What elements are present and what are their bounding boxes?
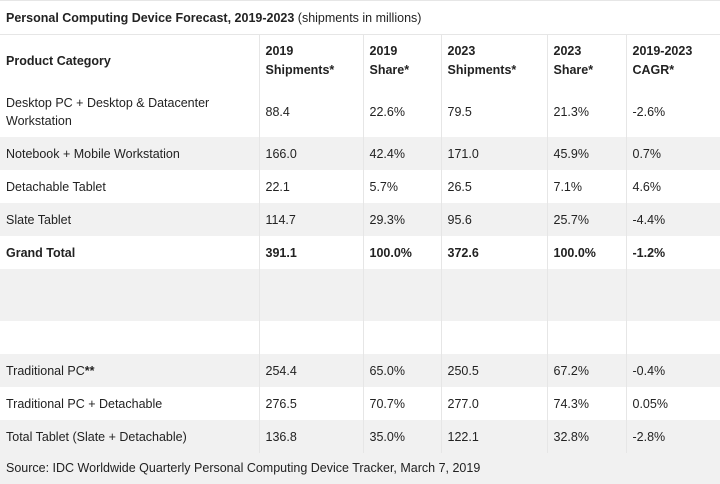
spacer-row bbox=[0, 269, 720, 321]
table-title: Personal Computing Device Forecast, 2019… bbox=[6, 11, 295, 25]
cell-2019-shipments: 114.7 bbox=[258, 203, 363, 236]
header-2023-shipments: 2023 Shipments* bbox=[440, 35, 547, 87]
cell-category: Notebook + Mobile Workstation bbox=[0, 137, 259, 170]
header-2023-share-line1: 2023 bbox=[553, 44, 582, 58]
cell-cagr: -2.8% bbox=[625, 420, 720, 453]
table-subtitle: (shipments in millions) bbox=[294, 11, 422, 25]
cell-2019-share: 35.0% bbox=[362, 420, 441, 453]
cell-cagr: -4.4% bbox=[625, 203, 720, 236]
header-2023-shipments-line2: Shipments* bbox=[447, 63, 517, 77]
cell-cagr: 0.05% bbox=[625, 387, 720, 420]
cell-2019-shipments: 391.1 bbox=[258, 236, 363, 269]
cell-2019-share: 29.3% bbox=[362, 203, 441, 236]
header-2023-share: 2023 Share* bbox=[546, 35, 626, 87]
cell-cagr: 0.7% bbox=[625, 137, 720, 170]
cell-cagr: 4.6% bbox=[625, 170, 720, 203]
source-note: Source: IDC Worldwide Quarterly Personal… bbox=[0, 453, 720, 484]
cell-2019-share: 22.6% bbox=[362, 87, 441, 137]
header-row: Product Category 2019 Shipments* 2019 Shar… bbox=[0, 35, 720, 87]
cell-2023-share: 100.0% bbox=[546, 236, 626, 269]
cell-2019-share: 70.7% bbox=[362, 387, 441, 420]
table-row: Notebook + Mobile Workstation 166.0 42.4… bbox=[0, 137, 720, 170]
cell-2019-shipments: 136.8 bbox=[258, 420, 363, 453]
header-2019-share-line1: 2019 bbox=[369, 44, 398, 58]
header-2019-share: 2019 Share* bbox=[362, 35, 441, 87]
cell-2023-shipments: 79.5 bbox=[440, 87, 547, 137]
table-row: Slate Tablet 114.7 29.3% 95.6 25.7% -4.4… bbox=[0, 203, 720, 236]
table-row: Traditional PC + Detachable 276.5 70.7% … bbox=[0, 387, 720, 420]
cell-category: Traditional PC** bbox=[0, 354, 259, 387]
cell-2019-share: 100.0% bbox=[362, 236, 441, 269]
cell-2019-share: 5.7% bbox=[362, 170, 441, 203]
cell-2023-shipments: 122.1 bbox=[440, 420, 547, 453]
spacer-row bbox=[0, 321, 720, 354]
header-cagr: 2019-2023 CAGR* bbox=[625, 35, 720, 87]
footnote-marker: ** bbox=[84, 363, 95, 378]
cell-2023-shipments: 250.5 bbox=[440, 354, 547, 387]
cell-2023-shipments: 277.0 bbox=[440, 387, 547, 420]
cell-2019-shipments: 166.0 bbox=[258, 137, 363, 170]
cell-category: Traditional PC + Detachable bbox=[6, 396, 163, 411]
table-row: Traditional PC** 254.4 65.0% 250.5 67.2%… bbox=[0, 354, 720, 387]
header-2023-shipments-line1: 2023 bbox=[447, 44, 476, 58]
cell-2019-share: 42.4% bbox=[362, 137, 441, 170]
table-row: Detachable Tablet 22.1 5.7% 26.5 7.1% 4.… bbox=[0, 170, 720, 203]
cell-category: Slate Tablet bbox=[0, 203, 259, 236]
cell-2019-share: 65.0% bbox=[362, 354, 441, 387]
cell-2023-share: 21.3% bbox=[546, 87, 626, 137]
header-product-category: Product Category bbox=[6, 53, 111, 68]
cell-2023-shipments: 95.6 bbox=[440, 203, 547, 236]
cell-category: Detachable Tablet bbox=[6, 179, 106, 194]
header-2019-share-line2: Share* bbox=[369, 63, 410, 77]
table-row: Desktop PC + Desktop & Datacenter Workst… bbox=[0, 87, 720, 137]
header-2019-shipments-line2: Shipments* bbox=[265, 63, 335, 77]
cell-category-text: Traditional PC bbox=[6, 363, 85, 378]
table-row: Total Tablet (Slate + Detachable) 136.8 … bbox=[0, 420, 720, 453]
cell-category: Total Tablet (Slate + Detachable) bbox=[0, 420, 259, 453]
cell-category: Desktop PC + Desktop & Datacenter Workst… bbox=[6, 96, 210, 128]
header-2019-shipments-line1: 2019 bbox=[265, 44, 294, 58]
cell-2019-shipments: 22.1 bbox=[258, 170, 363, 203]
grand-total-row: Grand Total 391.1 100.0% 372.6 100.0% -1… bbox=[0, 236, 720, 269]
table-caption: Personal Computing Device Forecast, 2019… bbox=[0, 0, 720, 35]
cell-2023-shipments: 171.0 bbox=[440, 137, 547, 170]
cell-2019-shipments: 88.4 bbox=[258, 87, 363, 137]
cell-2023-shipments: 372.6 bbox=[440, 236, 547, 269]
cell-2023-share: 25.7% bbox=[546, 203, 626, 236]
cell-cagr: -1.2% bbox=[625, 236, 720, 269]
cell-2023-share: 32.8% bbox=[546, 420, 626, 453]
cell-2023-share: 7.1% bbox=[546, 170, 626, 203]
cell-cagr: -2.6% bbox=[625, 87, 720, 137]
cell-2023-share: 67.2% bbox=[546, 354, 626, 387]
header-cagr-line1: 2019-2023 bbox=[632, 44, 693, 58]
cell-category: Grand Total bbox=[6, 245, 76, 260]
cell-2023-share: 45.9% bbox=[546, 137, 626, 170]
header-2023-share-line2: Share* bbox=[553, 63, 594, 77]
cell-2023-share: 74.3% bbox=[546, 387, 626, 420]
cell-2019-shipments: 254.4 bbox=[258, 354, 363, 387]
cell-2019-shipments: 276.5 bbox=[258, 387, 363, 420]
forecast-table: Product Category 2019 Shipments* 2019 Shar… bbox=[0, 35, 720, 453]
cell-cagr: -0.4% bbox=[625, 354, 720, 387]
header-cagr-line2: CAGR* bbox=[632, 63, 675, 77]
cell-2023-shipments: 26.5 bbox=[440, 170, 547, 203]
header-2019-shipments: 2019 Shipments* bbox=[258, 35, 363, 87]
